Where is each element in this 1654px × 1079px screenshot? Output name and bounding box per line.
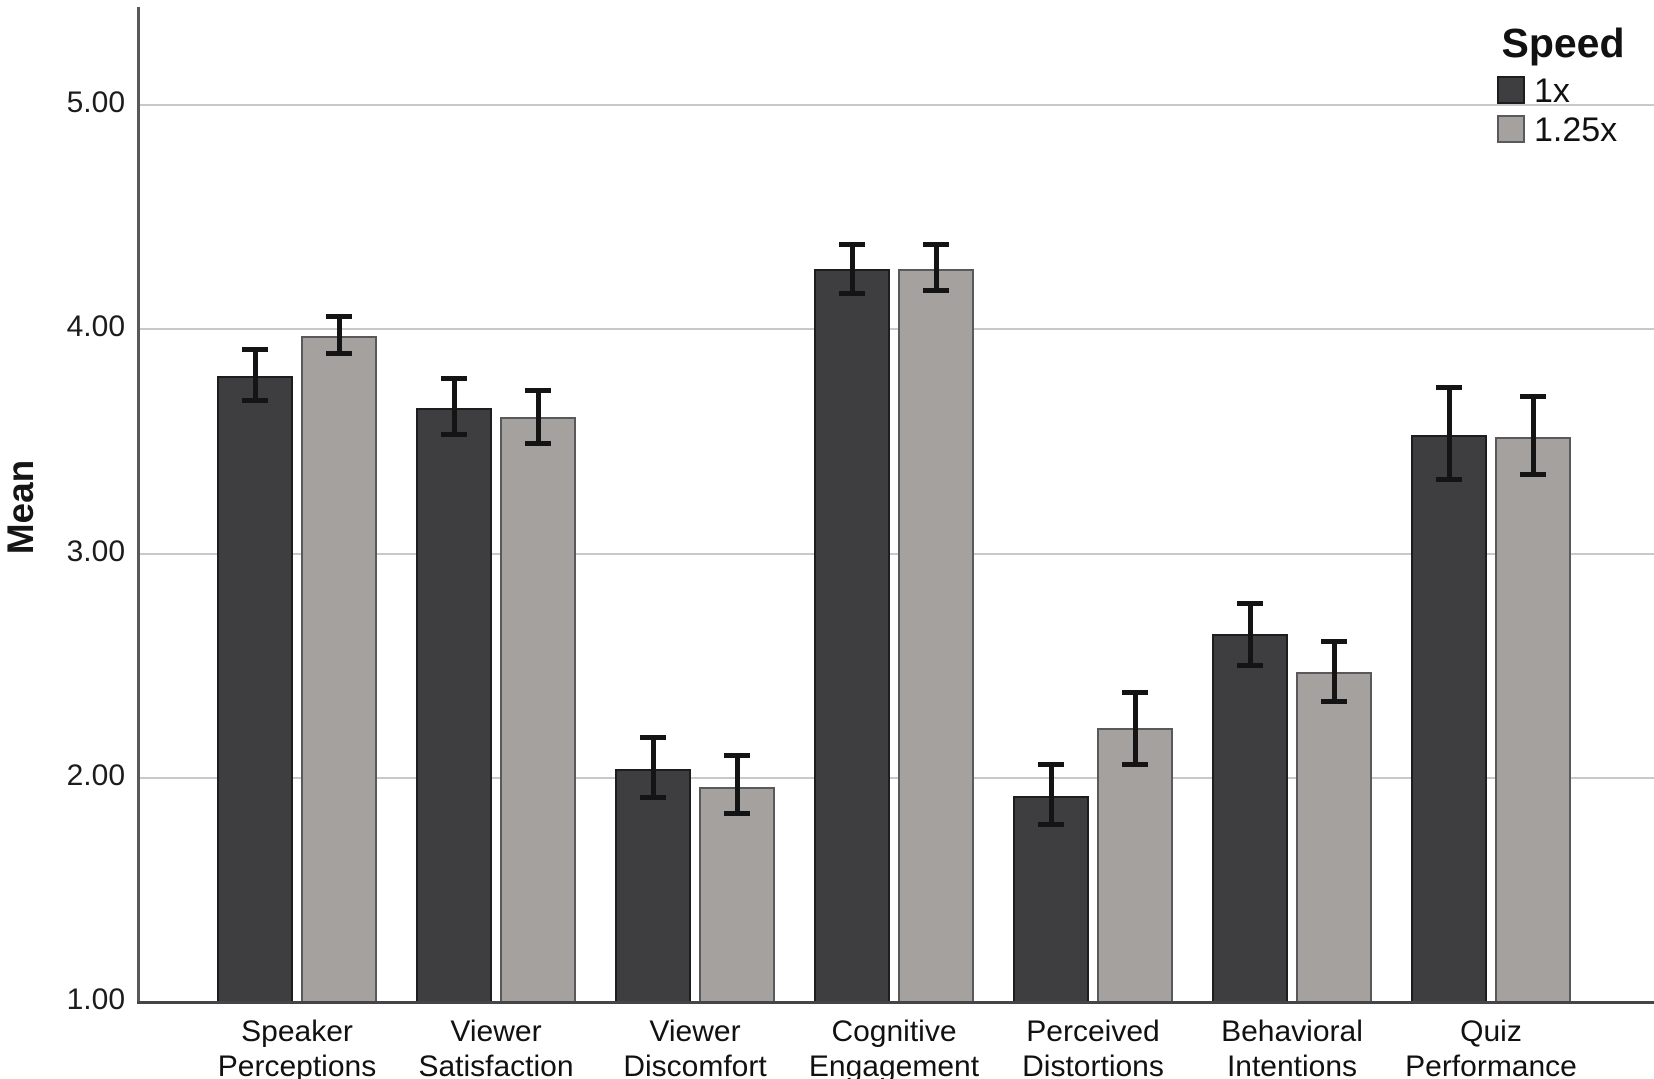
- error-cap-bottom-1x-viewer-discomfort: [640, 795, 666, 801]
- bar-1-25x-viewer-satisfaction: [500, 416, 576, 1003]
- error-cap-top-1x-viewer-satisfaction: [441, 376, 467, 382]
- y-tick-label-4.00: 4.00: [66, 310, 125, 344]
- gridline-2: [140, 776, 1654, 779]
- y-tick-label-2.00: 2.00: [66, 758, 125, 792]
- y-tick-label-5.00: 5.00: [66, 86, 125, 119]
- error-bar-1-25x-viewer-satisfaction: [535, 387, 541, 446]
- bar-1x-behavioral-intentions: [1212, 634, 1288, 1003]
- error-bar-1x-behavioral-intentions: [1247, 600, 1253, 668]
- error-cap-bottom-1-25x-behavioral-intentions: [1321, 698, 1347, 704]
- error-cap-bottom-1-25x-quiz-performance: [1520, 472, 1546, 478]
- legend-swatch-1x-icon: [1497, 76, 1525, 104]
- bar-1-25x-perceived-distortions: [1097, 728, 1173, 1003]
- bar-1-25x-cognitive-engagement: [898, 268, 974, 1003]
- x-category-label-viewer-discomfort: Viewer Discomfort: [623, 1015, 767, 1079]
- error-bar-1-25x-viewer-discomfort: [734, 753, 740, 816]
- y-tick-label-3.00: 3.00: [66, 534, 125, 568]
- error-cap-bottom-1-25x-cognitive-engagement: [923, 288, 949, 294]
- y-axis-title: Mean: [0, 459, 41, 555]
- error-cap-bottom-1-25x-perceived-distortions: [1122, 761, 1148, 767]
- error-cap-top-1x-behavioral-intentions: [1237, 600, 1263, 606]
- error-bar-1x-cognitive-engagement: [849, 241, 855, 296]
- error-bar-1x-quiz-performance: [1446, 385, 1452, 482]
- error-cap-bottom-1x-cognitive-engagement: [839, 290, 865, 296]
- x-category-label-quiz-performance: Quiz Performance: [1405, 1015, 1577, 1079]
- error-bar-1-25x-speaker-perceptions: [336, 313, 342, 357]
- error-cap-bottom-1-25x-speaker-perceptions: [326, 351, 352, 357]
- error-cap-bottom-1-25x-viewer-discomfort: [724, 810, 750, 816]
- legend-title: Speed: [1501, 20, 1625, 66]
- error-bar-1-25x-cognitive-engagement: [933, 241, 939, 294]
- bar-1x-quiz-performance: [1411, 434, 1487, 1003]
- bar-1-25x-viewer-discomfort: [699, 786, 775, 1003]
- error-cap-bottom-1x-behavioral-intentions: [1237, 662, 1263, 668]
- error-cap-bottom-1x-quiz-performance: [1436, 476, 1462, 482]
- x-category-label-viewer-satisfaction: Viewer Satisfaction: [418, 1015, 574, 1079]
- bar-1x-viewer-satisfaction: [416, 407, 492, 1003]
- error-cap-top-1-25x-speaker-perceptions: [326, 313, 352, 319]
- error-bar-1-25x-perceived-distortions: [1132, 690, 1138, 767]
- x-category-label-speaker-perceptions: Speaker Perceptions: [217, 1015, 377, 1079]
- x-category-label-cognitive-engagement: Cognitive Engagement: [808, 1015, 980, 1079]
- bar-1x-viewer-discomfort: [615, 768, 691, 1003]
- error-bar-1x-viewer-satisfaction: [451, 376, 457, 437]
- error-cap-top-1x-speaker-perceptions: [242, 347, 268, 353]
- error-cap-top-1x-cognitive-engagement: [839, 241, 865, 247]
- bar-1x-speaker-perceptions: [217, 376, 293, 1003]
- error-cap-bottom-1x-viewer-satisfaction: [441, 431, 467, 437]
- legend-swatch-1-25x-icon: [1497, 115, 1525, 143]
- legend-label-1x: 1x: [1534, 72, 1570, 110]
- y-tick-label-1.00: 1.00: [66, 983, 125, 1016]
- x-axis-line: [137, 1001, 1654, 1004]
- bar-1-25x-quiz-performance: [1495, 436, 1571, 1003]
- error-bar-1x-perceived-distortions: [1048, 762, 1054, 828]
- error-cap-top-1-25x-perceived-distortions: [1122, 690, 1148, 696]
- error-bar-1x-viewer-discomfort: [650, 735, 656, 801]
- gridline-3: [140, 552, 1654, 555]
- error-bar-1-25x-quiz-performance: [1530, 394, 1536, 478]
- error-cap-bottom-1x-speaker-perceptions: [242, 398, 268, 404]
- error-cap-bottom-1-25x-viewer-satisfaction: [525, 440, 551, 446]
- x-category-label-behavioral-intentions: Behavioral Intentions: [1221, 1015, 1363, 1079]
- error-cap-top-1x-quiz-performance: [1436, 385, 1462, 391]
- error-bar-1-25x-behavioral-intentions: [1331, 638, 1337, 704]
- legend-label-1-25x: 1.25x: [1534, 111, 1618, 149]
- error-cap-top-1-25x-quiz-performance: [1520, 394, 1546, 400]
- error-bar-1x-speaker-perceptions: [252, 347, 258, 404]
- error-cap-top-1-25x-viewer-satisfaction: [525, 387, 551, 393]
- error-cap-top-1-25x-behavioral-intentions: [1321, 638, 1347, 644]
- gridline-4: [140, 328, 1654, 331]
- bar-1-25x-behavioral-intentions: [1296, 672, 1372, 1003]
- y-axis-line: [137, 7, 140, 1003]
- error-cap-top-1-25x-viewer-discomfort: [724, 753, 750, 759]
- bar-1x-cognitive-engagement: [814, 268, 890, 1003]
- error-cap-bottom-1x-perceived-distortions: [1038, 822, 1064, 828]
- x-category-label-perceived-distortions: Perceived Distortions: [1022, 1015, 1164, 1079]
- gridline-5: [140, 104, 1654, 106]
- error-cap-top-1x-perceived-distortions: [1038, 762, 1064, 768]
- bar-1-25x-speaker-perceptions: [301, 335, 377, 1003]
- error-cap-top-1x-viewer-discomfort: [640, 735, 666, 741]
- error-cap-top-1-25x-cognitive-engagement: [923, 241, 949, 247]
- bar-1x-perceived-distortions: [1013, 795, 1089, 1003]
